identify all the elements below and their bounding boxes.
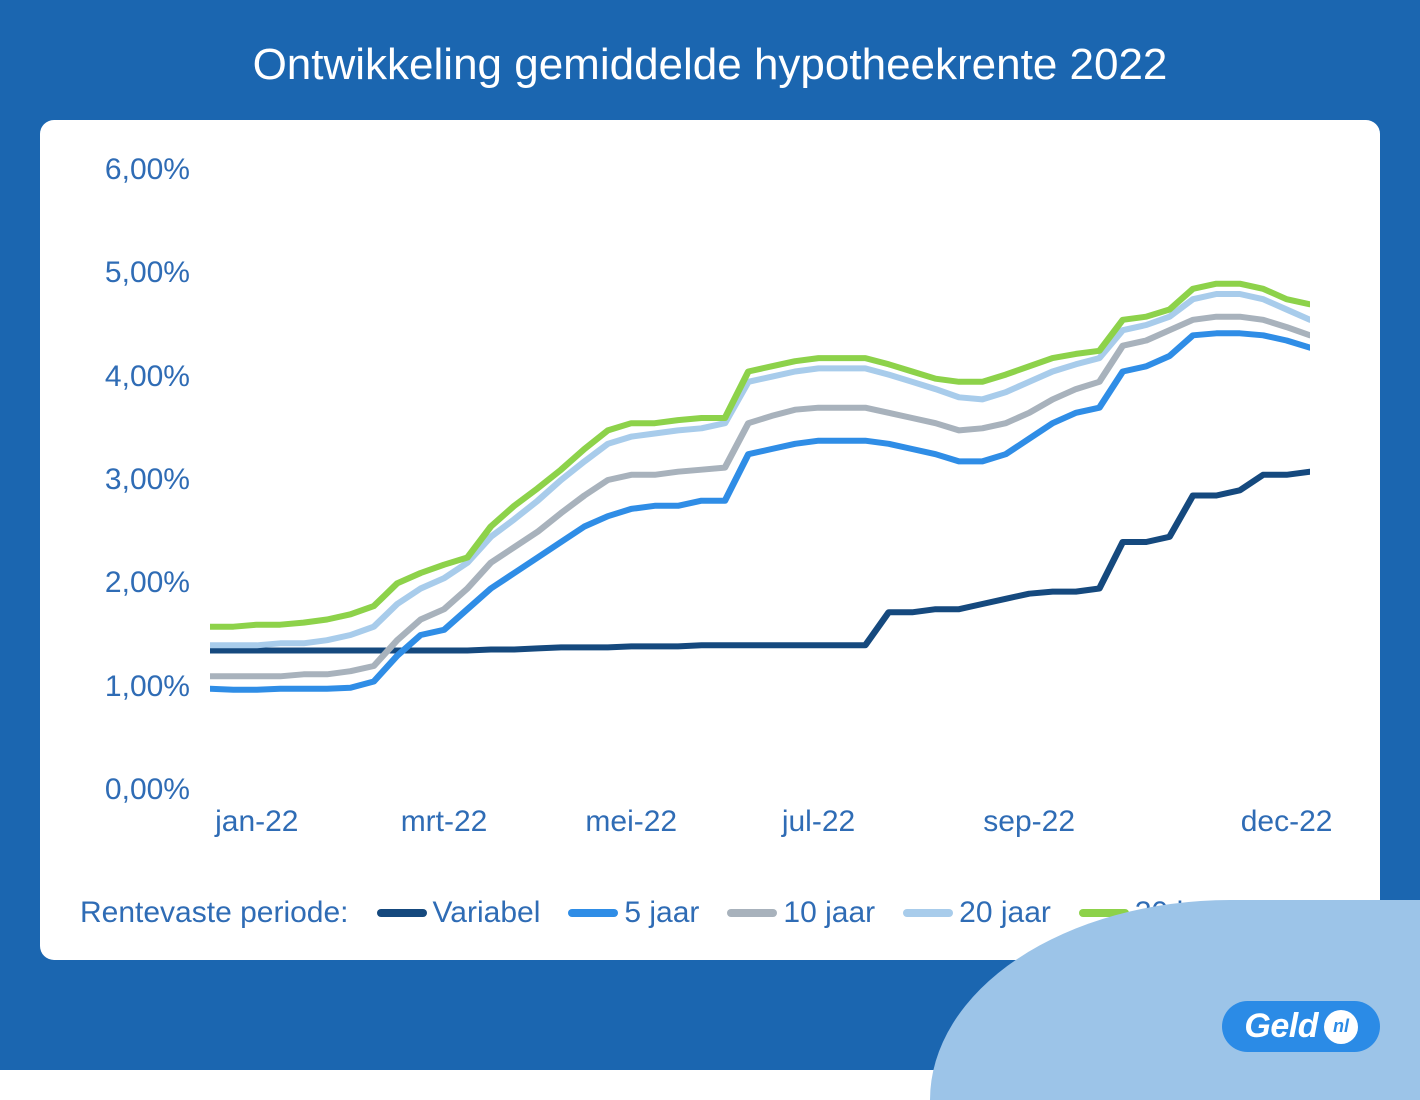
x-tick-label: mrt-22 — [401, 805, 488, 839]
legend-item-20jaar: 20 jaar — [903, 896, 1051, 930]
x-tick-label: dec-22 — [1241, 805, 1333, 839]
series-line-5jaar — [210, 333, 1310, 690]
x-tick-label: jan-22 — [215, 805, 298, 839]
legend-label: 10 jaar — [783, 896, 875, 930]
plot-area — [210, 170, 1310, 790]
line-chart-svg — [210, 170, 1310, 790]
legend-swatch — [568, 909, 618, 917]
legend-item-10jaar: 10 jaar — [727, 896, 875, 930]
legend-label: 5 jaar — [624, 896, 699, 930]
chart-area: 0,00% 1,00% 2,00% 3,00% 4,00% 5,00% 6,00% jan-… — [80, 150, 1340, 850]
legend-label: Variabel — [433, 896, 541, 930]
y-tick-label: 3,00% — [105, 463, 190, 497]
logo-bubble: Geld nl — [1222, 1001, 1380, 1052]
legend-swatch — [903, 909, 953, 917]
y-tick-label: 4,00% — [105, 360, 190, 394]
y-tick-label: 2,00% — [105, 566, 190, 600]
x-tick-label: jul-22 — [782, 805, 855, 839]
y-tick-label: 0,00% — [105, 773, 190, 807]
legend-title: Rentevaste periode: — [80, 896, 349, 930]
x-axis: jan-22mrt-22mei-22jul-22sep-22dec-22 — [210, 805, 1310, 845]
y-tick-label: 6,00% — [105, 153, 190, 187]
chart-card: 0,00% 1,00% 2,00% 3,00% 4,00% 5,00% 6,00% jan-… — [40, 120, 1380, 960]
y-axis: 0,00%1,00%2,00%3,00%4,00%5,00%6,00% — [80, 170, 200, 790]
chart-title: Ontwikkeling gemiddelde hypotheekrente 2… — [40, 40, 1380, 90]
logo-suffix: nl — [1324, 1010, 1358, 1044]
logo-text: Geld — [1244, 1007, 1318, 1046]
x-tick-label: mei-22 — [585, 805, 677, 839]
legend-label: 20 jaar — [959, 896, 1051, 930]
legend-swatch — [727, 909, 777, 917]
x-tick-label: sep-22 — [983, 805, 1075, 839]
legend-item-5jaar: 5 jaar — [568, 896, 699, 930]
y-tick-label: 5,00% — [105, 256, 190, 290]
series-line-20jaar — [210, 294, 1310, 645]
legend-item-variabel: Variabel — [377, 896, 541, 930]
y-tick-label: 1,00% — [105, 670, 190, 704]
page-container: Ontwikkeling gemiddelde hypotheekrente 2… — [0, 0, 1420, 1070]
series-line-30jaar — [210, 284, 1310, 627]
legend-swatch — [377, 909, 427, 917]
brand-logo: Geld nl — [1222, 1001, 1380, 1052]
